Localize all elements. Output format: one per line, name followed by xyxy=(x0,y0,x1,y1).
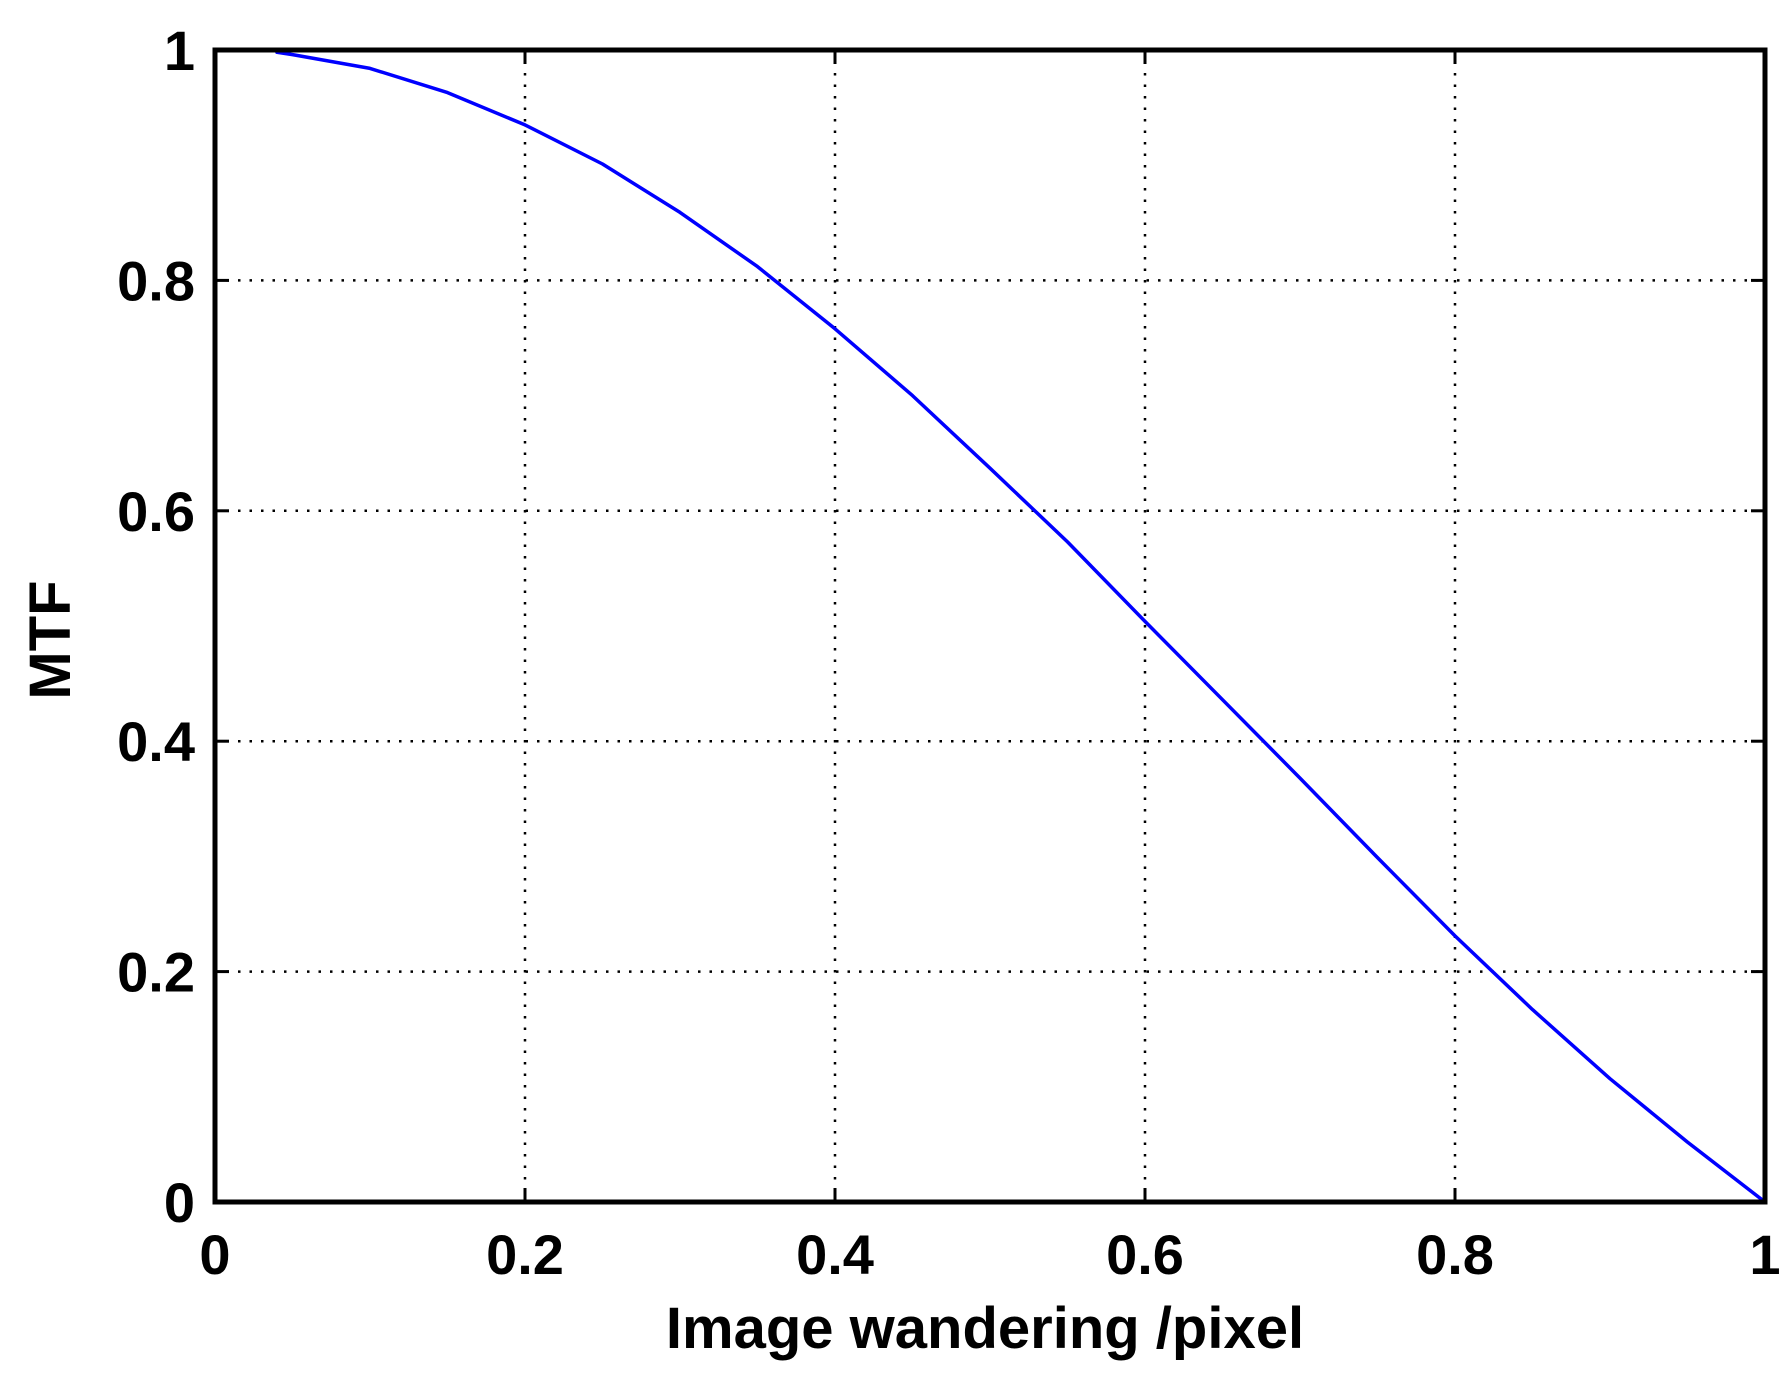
y-axis-label: MTF xyxy=(18,580,83,699)
plot-area-frame xyxy=(212,47,1768,1205)
y-tick-label: 1 xyxy=(164,19,195,82)
axis-ticks xyxy=(213,48,1767,1204)
x-tick-label: 0.2 xyxy=(486,1223,564,1286)
x-tick-label: 0.8 xyxy=(1416,1223,1494,1286)
x-tick-labels: 0 0.2 0.4 0.6 0.8 1 xyxy=(199,1223,1780,1286)
y-tick-label: 0.2 xyxy=(117,941,195,1004)
x-tick-label: 0 xyxy=(199,1223,230,1286)
grid-lines xyxy=(215,50,1765,1202)
y-tick-labels: 0 0.2 0.4 0.6 0.8 1 xyxy=(117,19,195,1234)
x-tick-label: 1 xyxy=(1749,1223,1780,1286)
x-tick-label: 0.4 xyxy=(796,1223,874,1286)
x-tick-label: 0.6 xyxy=(1106,1223,1184,1286)
mtf-series-line xyxy=(275,50,1767,1204)
y-tick-label: 0.8 xyxy=(117,249,195,312)
y-tick-label: 0 xyxy=(164,1171,195,1234)
x-axis-label: Image wandering /pixel xyxy=(666,1296,1304,1361)
y-tick-label: 0.6 xyxy=(117,480,195,543)
y-tick-label: 0.4 xyxy=(117,710,195,773)
series-layer xyxy=(275,50,1767,1204)
